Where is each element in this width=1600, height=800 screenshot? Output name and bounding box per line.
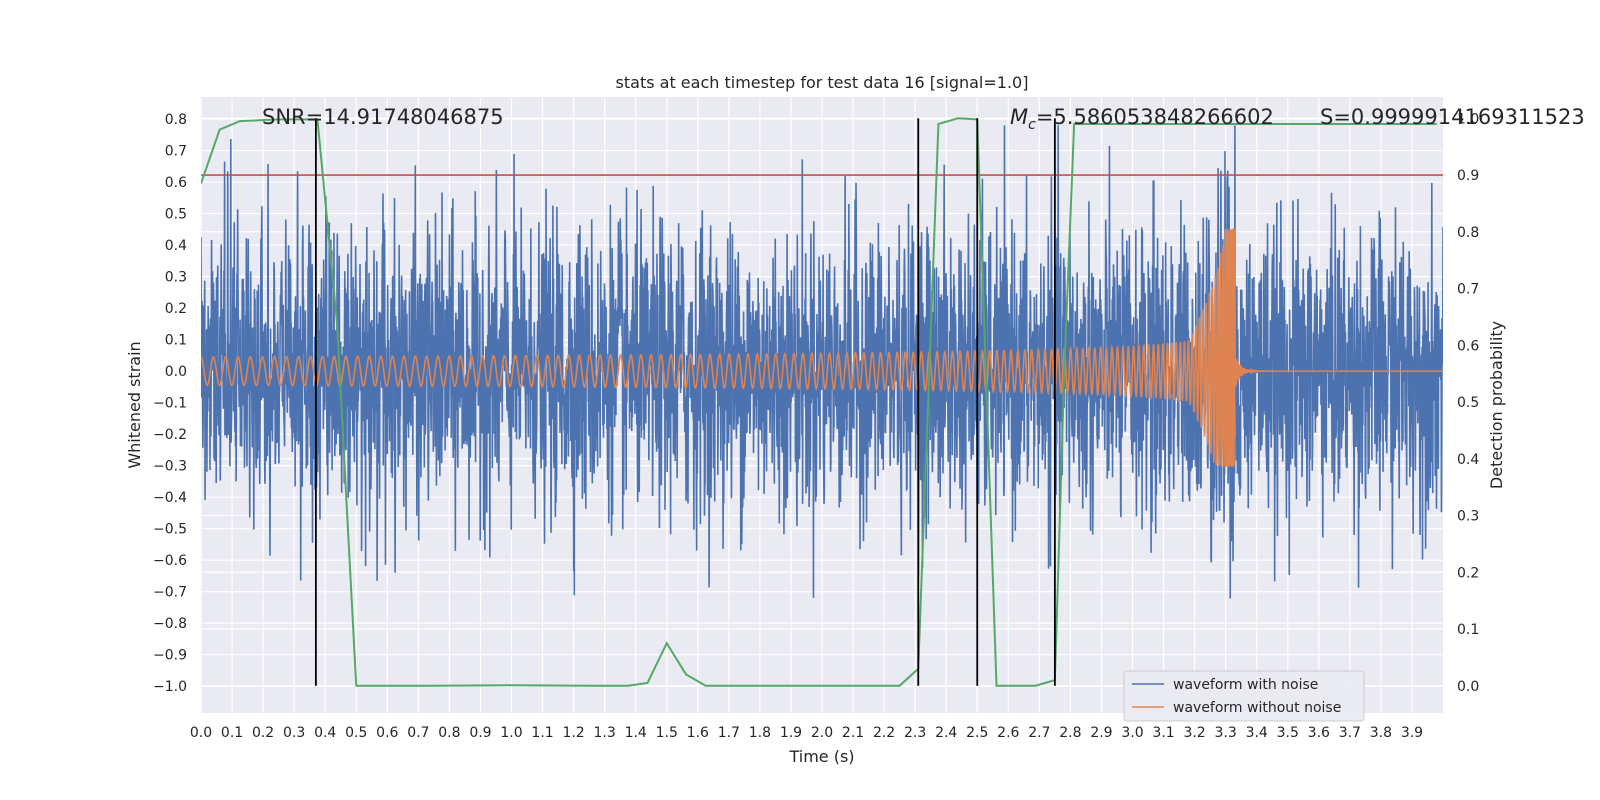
y2-tick-label: 0.0 <box>1457 679 1479 695</box>
y2-tick-label: 1.0 <box>1457 111 1479 127</box>
x-tick-label: 3.2 <box>1183 725 1205 741</box>
y2-tick-label: 0.3 <box>1457 509 1479 525</box>
x-tick-label: 3.3 <box>1215 725 1237 741</box>
y-tick-label: 0.6 <box>165 175 187 191</box>
x-tick-label: 2.2 <box>873 725 895 741</box>
y2-axis-label: Detection probability <box>1487 321 1506 489</box>
x-tick-label: 2.7 <box>1028 725 1050 741</box>
chirp-mass-annotation: Mc=5.586053848266602 <box>1010 105 1274 133</box>
x-tick-label: 1.9 <box>780 725 802 741</box>
y2-tick-label: 0.2 <box>1457 565 1479 581</box>
y-tick-label: −0.7 <box>153 585 187 601</box>
x-tick-label: 2.8 <box>1059 725 1081 741</box>
y-tick-label: 0.5 <box>165 207 187 223</box>
x-tick-label: 0.6 <box>376 725 398 741</box>
x-tick-label: 0.1 <box>221 725 243 741</box>
y-axis-label: Whitened strain <box>125 341 144 468</box>
legend: waveform with noise waveform without noi… <box>1123 670 1365 722</box>
chart-title: stats at each timestep for test data 16 … <box>616 73 1029 92</box>
x-tick-label: 3.6 <box>1308 725 1330 741</box>
y-tick-label: 0.1 <box>165 333 187 349</box>
legend-label-clean: waveform without noise <box>1173 700 1341 716</box>
series-waveform-with-noise <box>201 125 1443 599</box>
y2-tick-label: 0.4 <box>1457 452 1479 468</box>
x-tick-label: 0.0 <box>190 725 212 741</box>
y-tick-label: 0.8 <box>165 112 187 128</box>
x-tick-label: 1.4 <box>625 725 647 741</box>
x-tick-label: 3.7 <box>1339 725 1361 741</box>
x-tick-label: 3.5 <box>1277 725 1299 741</box>
x-tick-label: 1.8 <box>749 725 771 741</box>
x-tick-label: 2.9 <box>1090 725 1112 741</box>
y-tick-label: −0.2 <box>153 427 187 443</box>
x-tick-label: 2.6 <box>997 725 1019 741</box>
x-tick-label: 2.1 <box>842 725 864 741</box>
y-tick-label: −0.3 <box>153 459 187 475</box>
x-tick-label: 1.3 <box>594 725 616 741</box>
plot-area <box>201 117 1443 687</box>
series-waveform-without-noise <box>201 228 1443 468</box>
x-tick-label: 3.1 <box>1152 725 1174 741</box>
y2-tick-label: 0.7 <box>1457 282 1479 298</box>
legend-box <box>1123 670 1365 722</box>
y-tick-label: −1.0 <box>153 679 187 695</box>
y-tick-label: 0.0 <box>165 364 187 380</box>
x-tick-label: 1.1 <box>531 725 553 741</box>
x-axis-label: Time (s) <box>788 747 854 766</box>
x-tick-label: 3.0 <box>1121 725 1143 741</box>
y-tick-label: −0.6 <box>153 553 187 569</box>
x-tick-label: 1.7 <box>718 725 740 741</box>
y2-tick-label: 0.5 <box>1457 395 1479 411</box>
y-tick-label: 0.4 <box>165 238 187 254</box>
x-tick-label: 1.0 <box>500 725 522 741</box>
x-tick-label: 1.2 <box>562 725 584 741</box>
vertical-markers <box>314 118 1056 686</box>
chirp-mass-value: =5.586053848266602 <box>1036 105 1274 129</box>
y-tick-label: −0.4 <box>153 490 187 506</box>
x-tick-label: 2.5 <box>966 725 988 741</box>
y2-tick-label: 0.6 <box>1457 338 1479 354</box>
s-annotation: S=0.9999914169311523 <box>1320 105 1585 129</box>
x-axis-ticks: 0.0 0.1 0.2 0.3 0.4 0.5 0.6 0.7 0.8 0.9 1.0 1.1 1.2 1… <box>190 725 1423 741</box>
y2-axis-ticks: 1.0 0.9 0.8 0.7 0.6 0.5 0.4 0.3 0.2 0.1 0.0 <box>1457 111 1479 694</box>
y-tick-label: −0.8 <box>153 616 187 632</box>
series-detection-probability <box>201 117 1437 687</box>
y2-tick-label: 0.8 <box>1457 225 1479 241</box>
x-tick-label: 2.3 <box>904 725 926 741</box>
x-tick-label: 1.6 <box>687 725 709 741</box>
x-tick-label: 3.8 <box>1370 725 1392 741</box>
y2-tick-label: 0.1 <box>1457 622 1479 638</box>
snr-annotation: SNR=14.91748046875 <box>262 105 504 129</box>
x-tick-label: 2.4 <box>935 725 957 741</box>
x-tick-label: 0.5 <box>345 725 367 741</box>
x-tick-label: 0.2 <box>252 725 274 741</box>
x-tick-label: 1.5 <box>656 725 678 741</box>
y2-tick-label: 0.9 <box>1457 168 1479 184</box>
x-tick-label: 0.4 <box>314 725 336 741</box>
x-tick-label: 0.9 <box>469 725 491 741</box>
y-tick-label: 0.2 <box>165 301 187 317</box>
legend-label-noise: waveform with noise <box>1173 677 1318 693</box>
x-tick-label: 0.8 <box>438 725 460 741</box>
x-tick-label: 0.3 <box>283 725 305 741</box>
chirp-mass-symbol: M <box>1010 105 1028 129</box>
x-tick-label: 3.9 <box>1401 725 1423 741</box>
x-tick-label: 3.4 <box>1246 725 1268 741</box>
y-tick-label: −0.1 <box>153 396 187 412</box>
x-tick-label: 0.7 <box>407 725 429 741</box>
y-tick-label: −0.9 <box>153 648 187 664</box>
y-axis-ticks: 0.8 0.7 0.6 0.5 0.4 0.3 0.2 0.1 0.0 −0.1 −0.2 −0.3 −… <box>153 112 187 695</box>
y-tick-label: −0.5 <box>153 522 187 538</box>
y-tick-label: 0.7 <box>165 144 187 160</box>
y-tick-label: 0.3 <box>165 270 187 286</box>
x-tick-label: 2.0 <box>811 725 833 741</box>
chirp-mass-subscript: c <box>1028 117 1036 133</box>
